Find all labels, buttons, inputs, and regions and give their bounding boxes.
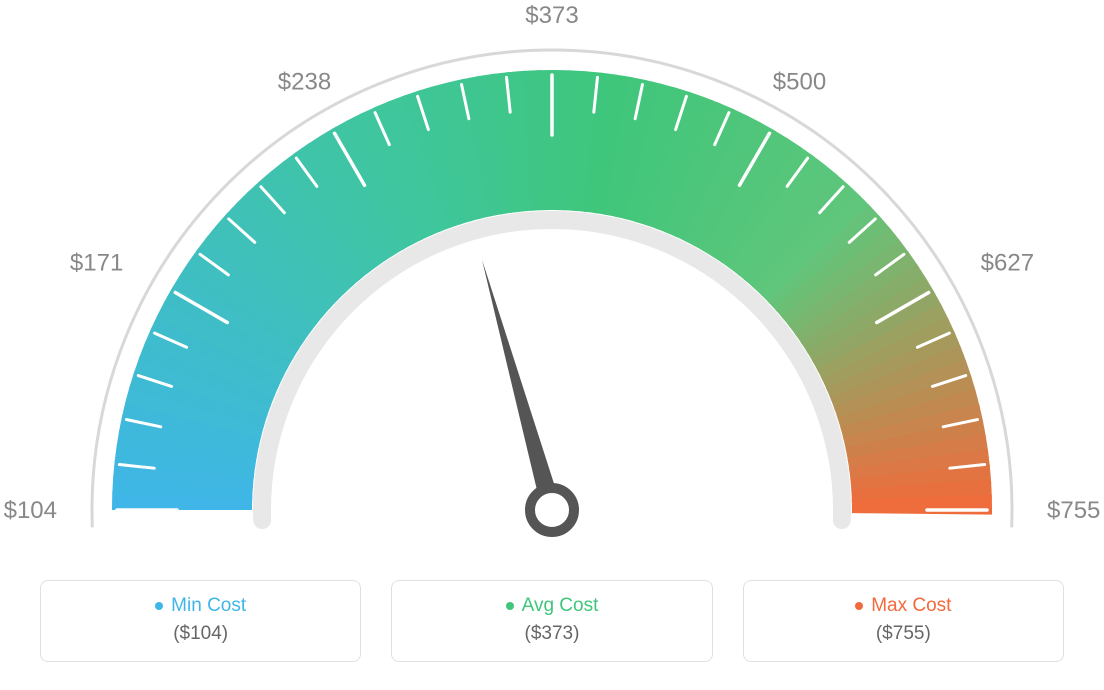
- gauge-tick-label: $373: [525, 2, 578, 29]
- legend-max-value: ($755): [764, 623, 1043, 645]
- legend-avg-label: Avg Cost: [522, 595, 599, 617]
- gauge-tick-label: $500: [773, 68, 826, 95]
- dot-icon: [855, 602, 863, 610]
- legend-max-label: Max Cost: [871, 595, 951, 617]
- gauge-tick-label: $627: [981, 250, 1034, 277]
- gauge-tick-label: $238: [278, 68, 331, 95]
- gauge-needle: [482, 260, 562, 513]
- legend-min-label: Min Cost: [171, 595, 246, 617]
- legend-min-card: Min Cost ($104): [40, 580, 361, 662]
- dot-icon: [506, 602, 514, 610]
- gauge-hub: [530, 488, 574, 532]
- cost-gauge: $104 $171 $238 $373 $500 $627 $755: [0, 0, 1104, 560]
- dot-icon: [155, 602, 163, 610]
- legend-avg-value: ($373): [412, 623, 691, 645]
- legend-avg-card: Avg Cost ($373): [391, 580, 712, 662]
- gauge-tick-label: $755: [1047, 497, 1100, 524]
- legend-min-value: ($104): [61, 623, 340, 645]
- gauge-tick-label: $171: [70, 250, 123, 277]
- legend-max-card: Max Cost ($755): [743, 580, 1064, 662]
- gauge-tick-label: $104: [4, 497, 57, 524]
- legend-row: Min Cost ($104) Avg Cost ($373) Max Cost…: [0, 580, 1104, 662]
